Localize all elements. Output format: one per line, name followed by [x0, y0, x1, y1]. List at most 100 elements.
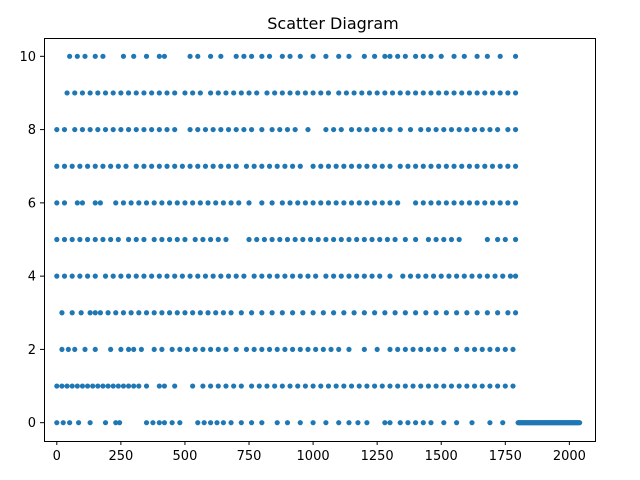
data-point [318, 90, 324, 96]
data-point [379, 126, 385, 133]
data-point [60, 420, 66, 426]
data-point [77, 163, 83, 169]
data-point [382, 310, 388, 316]
data-point [118, 346, 124, 353]
data-point [366, 90, 373, 96]
data-point [441, 346, 447, 353]
data-point [351, 90, 357, 96]
data-point [259, 310, 265, 316]
data-point [469, 273, 475, 279]
data-point [274, 420, 280, 426]
data-point [200, 383, 206, 389]
data-point [392, 236, 398, 243]
data-point [356, 126, 362, 133]
data-point [207, 420, 214, 426]
data-point [397, 163, 403, 169]
data-point [333, 383, 339, 389]
data-point [59, 346, 65, 353]
y-tick-label: 2 [28, 343, 36, 358]
data-point [497, 53, 503, 59]
data-point [454, 346, 460, 353]
data-point [297, 53, 303, 59]
data-point [487, 346, 493, 353]
data-point [469, 420, 475, 426]
data-point [125, 346, 132, 353]
data-point [59, 310, 65, 316]
data-point [302, 200, 308, 206]
data-point [402, 236, 408, 243]
data-point [259, 163, 265, 169]
data-point [115, 163, 121, 169]
data-point [279, 90, 285, 96]
data-point [251, 273, 257, 279]
data-point [413, 310, 419, 316]
data-point [430, 273, 437, 279]
data-point [131, 383, 137, 389]
data-point [143, 310, 150, 316]
data-point [379, 163, 385, 169]
data-point [78, 310, 84, 316]
data-point [300, 310, 306, 316]
data-point [387, 383, 393, 389]
data-point [269, 310, 275, 316]
data-point [287, 53, 293, 59]
data-point [510, 383, 516, 389]
data-point [79, 200, 86, 206]
data-point [505, 90, 511, 96]
data-point [136, 200, 142, 206]
data-point [336, 53, 342, 59]
data-point [331, 126, 337, 133]
data-point [172, 273, 178, 279]
data-point [295, 383, 301, 389]
data-point [402, 53, 408, 59]
data-point [331, 236, 337, 243]
data-point [361, 310, 367, 316]
data-point [397, 90, 403, 96]
axes-frame [44, 38, 596, 442]
data-point [254, 90, 260, 96]
data-point [577, 420, 583, 426]
data-point [169, 420, 175, 426]
data-point [133, 90, 139, 96]
data-point [405, 163, 411, 169]
data-point [166, 236, 173, 243]
data-point [448, 383, 455, 389]
data-point [187, 126, 193, 133]
data-point [502, 346, 508, 353]
data-point [248, 126, 255, 133]
data-point [264, 383, 270, 389]
data-point [479, 346, 485, 353]
data-point [182, 200, 188, 206]
data-point [105, 310, 111, 316]
data-point [110, 273, 116, 279]
data-point [233, 163, 239, 169]
data-point [372, 200, 378, 206]
data-point [228, 200, 234, 206]
data-point [220, 310, 226, 316]
data-point [459, 163, 465, 169]
data-point [361, 53, 367, 59]
data-point [477, 273, 483, 279]
data-point [433, 346, 439, 353]
data-point [92, 53, 98, 59]
data-point [405, 90, 411, 96]
data-point [182, 90, 188, 96]
data-point [341, 383, 347, 389]
data-point [428, 163, 434, 169]
data-point [102, 126, 109, 133]
data-point [90, 383, 96, 389]
data-point [512, 310, 519, 316]
data-point [325, 90, 332, 96]
data-point [241, 126, 247, 133]
data-point [397, 420, 403, 426]
data-point [133, 126, 139, 133]
chart-title: Scatter Diagram [267, 14, 399, 33]
data-point [484, 53, 490, 59]
data-point [172, 383, 178, 389]
y-tick-label: 4 [28, 270, 36, 285]
data-point [331, 273, 337, 279]
data-point [197, 90, 203, 96]
data-point [69, 163, 75, 169]
data-point [238, 90, 244, 96]
y-tick-label: 8 [28, 123, 36, 138]
